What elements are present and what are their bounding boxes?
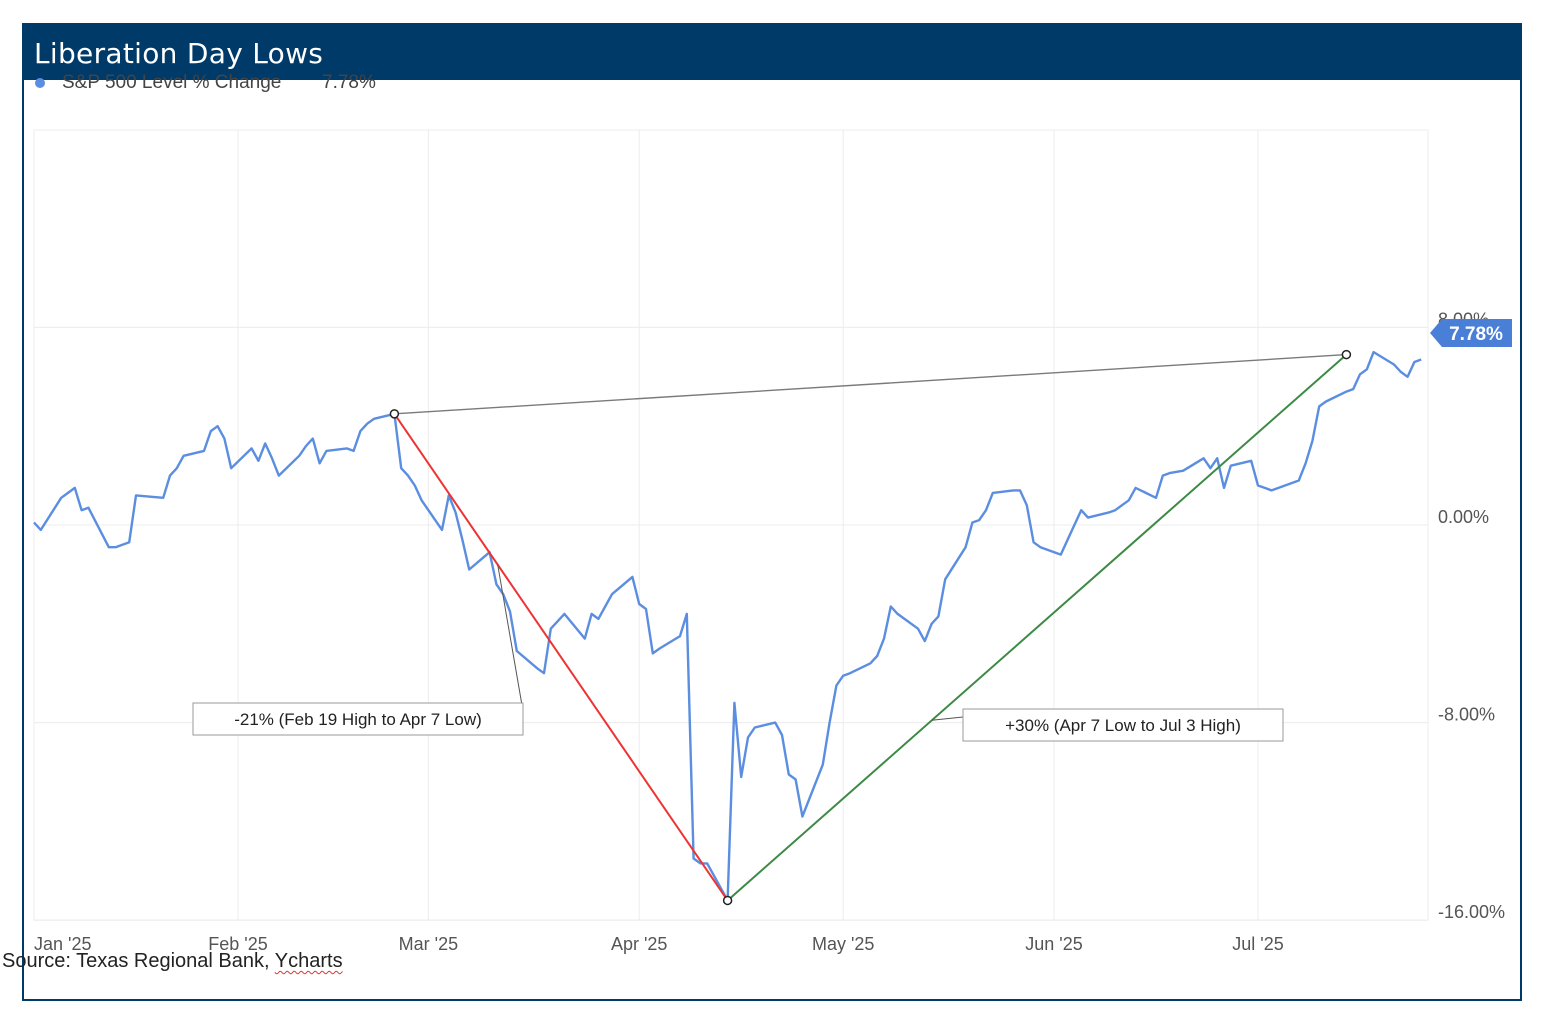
chart-frame: Liberation Day Lows bbox=[22, 23, 1522, 1001]
source-link[interactable]: Ycharts bbox=[274, 950, 343, 972]
source-note: Source: Texas Regional Bank, Ycharts bbox=[2, 950, 343, 973]
feb-high-marker bbox=[389, 409, 400, 419]
apr-low-marker bbox=[722, 895, 733, 906]
series-line-sp500 bbox=[33, 350, 1422, 902]
last-value-label: 7.78% bbox=[1449, 324, 1503, 345]
y-tick-label: 0.00% bbox=[1438, 507, 1489, 527]
last-value-badge bbox=[1430, 319, 1512, 347]
x-tick-label: Feb '25 bbox=[208, 934, 267, 954]
x-tick-label: Jun '25 bbox=[1025, 934, 1082, 954]
y-tick-label: -16.00% bbox=[1438, 902, 1505, 922]
source-text: Source: Texas Regional Bank, bbox=[2, 950, 275, 972]
jul-high-marker bbox=[1341, 349, 1352, 360]
recovery-callout-label: +30% (Apr 7 Low to Jul 3 High) bbox=[1005, 716, 1241, 735]
recovery-callout-leader bbox=[931, 716, 964, 721]
x-tick-label: Jul '25 bbox=[1232, 934, 1283, 954]
x-tick-label: Jan '25 bbox=[34, 934, 91, 954]
decline-callout-label: -21% (Feb 19 High to Apr 7 Low) bbox=[234, 710, 482, 729]
recovery-trendline bbox=[726, 353, 1348, 902]
recovery-callout-box bbox=[962, 708, 1284, 742]
high-connector-line bbox=[394, 353, 1347, 415]
legend-marker bbox=[35, 78, 45, 88]
legend-series-value: 7.78% bbox=[322, 72, 376, 93]
legend-series-name: S&P 500 Level % Change bbox=[62, 72, 282, 93]
x-tick-label: Mar '25 bbox=[399, 934, 458, 954]
chart-title: Liberation Day Lows bbox=[34, 37, 324, 70]
y-tick-label: -8.00% bbox=[1438, 705, 1495, 725]
decline-callout-box bbox=[192, 702, 524, 736]
x-tick-label: May '25 bbox=[812, 934, 874, 954]
title-bar: Liberation Day Lows bbox=[24, 25, 1520, 80]
decline-callout-leader bbox=[497, 564, 524, 712]
decline-trendline bbox=[393, 413, 729, 902]
x-tick-label: Apr '25 bbox=[611, 934, 667, 954]
